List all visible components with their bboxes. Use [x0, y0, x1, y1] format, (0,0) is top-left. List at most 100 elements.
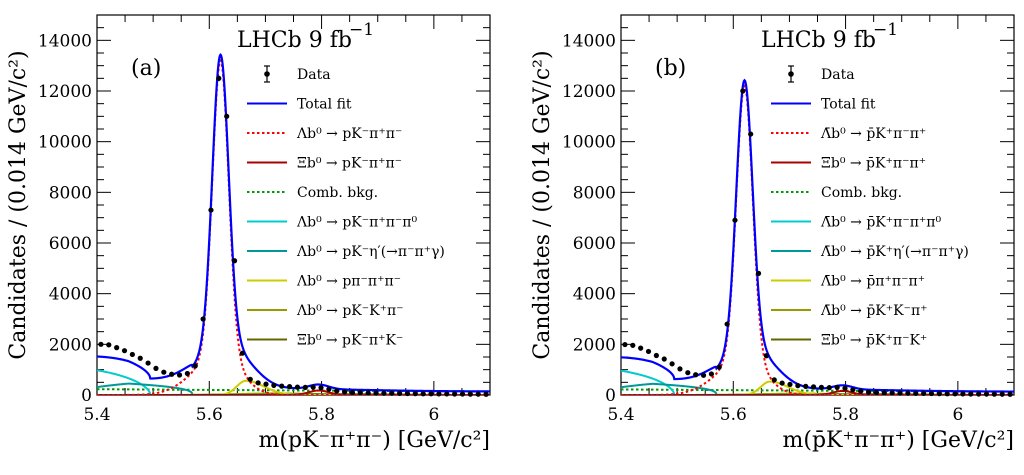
data-point — [192, 363, 198, 369]
data-point — [279, 383, 285, 389]
data-point — [224, 113, 230, 119]
x-tick-label: 5.8 — [832, 405, 859, 425]
data-point — [755, 270, 762, 276]
data-point — [153, 365, 159, 371]
legend-entry: Comb. bkg. — [771, 185, 902, 201]
data-point — [145, 360, 151, 366]
data-point — [976, 391, 982, 397]
legend-label: Ξb⁰ → pK⁻π⁺K⁻ — [297, 333, 403, 349]
data-point — [952, 391, 958, 397]
legend-label: Comb. bkg. — [821, 185, 902, 201]
legend-entry: Λ̄b⁰ → p̄K⁺η′(→π⁻π⁺γ) — [771, 244, 969, 260]
data-point — [842, 385, 848, 391]
data-point — [865, 389, 872, 395]
legend-entry: Λ̄b⁰ → p̄π⁺π⁻π⁺ — [771, 274, 925, 290]
x-tick-label: 5.6 — [196, 405, 223, 425]
data-point — [98, 341, 104, 347]
data-point — [638, 345, 644, 351]
x-tick-label: 5.8 — [308, 405, 335, 425]
data-point — [1007, 391, 1013, 397]
data-point — [161, 369, 167, 375]
panel-label: (b) — [655, 56, 686, 81]
data-point — [850, 387, 856, 393]
data-point — [459, 391, 466, 397]
data-point — [716, 364, 722, 370]
legend-entry: Total fit — [247, 97, 352, 113]
data-point — [184, 370, 190, 377]
legend-label: Total fit — [297, 97, 352, 113]
y-tick-label: 10000 — [562, 133, 616, 153]
legend-entry: Ξ̄b⁰ → p̄K⁺π⁻K⁺ — [771, 333, 927, 349]
data-point — [349, 389, 356, 396]
data-point — [255, 380, 261, 386]
data-point — [239, 350, 246, 356]
data-point — [200, 316, 206, 322]
data-point — [983, 391, 990, 397]
y-tick-label: 0 — [81, 386, 92, 406]
y-tick-label: 8000 — [49, 183, 92, 203]
y-tick-label: 10000 — [38, 133, 92, 153]
y-tick-label: 12000 — [562, 82, 616, 102]
data-point — [787, 381, 793, 387]
legend-label: Data — [297, 67, 331, 83]
experiment-label: LHCb 9 fb — [761, 28, 876, 53]
data-point — [645, 348, 652, 355]
data-point — [991, 391, 997, 397]
legend-entry: Λb⁰ → pπ⁻π⁺π⁻ — [247, 274, 401, 290]
y-tick-label: 14000 — [38, 31, 92, 51]
data-point — [944, 391, 950, 397]
legend-entry: Total fit — [771, 97, 876, 113]
data-point — [630, 342, 636, 348]
data-point — [653, 352, 659, 359]
x-tick-label: 6 — [428, 405, 439, 425]
fit-curve-comb — [97, 388, 490, 393]
legend-label: Ξ̄b⁰ → p̄K⁺π⁻K⁺ — [821, 333, 927, 349]
fit-curve-signal_lambda — [97, 58, 490, 395]
legend-label: Λ̄b⁰ → p̄K⁺η′(→π⁻π⁺γ) — [820, 244, 969, 260]
legend-label: Λb⁰ → pK⁻π⁺π⁻π⁰ — [296, 215, 418, 231]
legend-label: Λb⁰ → pK⁻π⁺π⁻ — [296, 126, 402, 142]
legend-label: Comb. bkg. — [297, 185, 378, 201]
data-point — [881, 390, 887, 396]
legend-entry: Ξb⁰ → pK⁻π⁺K⁻ — [247, 333, 403, 349]
x-axis-title: m(pK⁻π⁺π⁻) [GeV/c²] — [259, 428, 491, 453]
data-point — [661, 356, 667, 362]
data-point — [732, 217, 738, 223]
fit-curve-etap — [97, 382, 490, 395]
data-point — [889, 390, 895, 396]
experiment-label: LHCb 9 fb — [237, 28, 352, 53]
data-point — [216, 75, 222, 81]
data-point — [936, 391, 942, 397]
data-point — [247, 376, 253, 382]
fit-curve-comb — [621, 388, 1014, 393]
legend-entry: Data — [788, 65, 855, 83]
data-point — [913, 390, 919, 396]
data-points — [98, 75, 489, 397]
legend-label: Data — [821, 67, 855, 83]
data-point — [263, 381, 269, 387]
experiment-label-sup: −1 — [349, 20, 374, 40]
y-tick-label: 4000 — [49, 285, 92, 305]
legend-label: Λ̄b⁰ → p̄K⁺π⁻π⁺π⁰ — [820, 215, 942, 231]
data-point — [763, 353, 770, 359]
legend: Data Total fit Λb⁰ → pK⁻π⁺π⁻ Ξb⁰ → pK⁻π⁺π⁻ C… — [247, 65, 445, 349]
legend-label: Ξ̄b⁰ → p̄K⁺π⁻π⁺ — [821, 156, 926, 172]
data-point — [389, 390, 395, 396]
y-tick-label: 8000 — [573, 183, 616, 203]
legend-label: Total fit — [821, 97, 876, 113]
x-tick-label: 5.4 — [607, 405, 634, 425]
curves — [621, 78, 1014, 395]
legend-marker-point — [788, 71, 794, 77]
y-tick-label: 6000 — [49, 234, 92, 254]
y-tick-label: 0 — [605, 386, 616, 406]
legend-entry: Λb⁰ → pK⁻π⁺π⁻π⁰ — [247, 215, 418, 231]
data-point — [921, 390, 927, 397]
data-point — [685, 370, 691, 376]
legend-entry: Λ̄b⁰ → p̄K⁺K⁻π⁺ — [771, 303, 928, 319]
data-points — [622, 88, 1013, 397]
data-point — [999, 391, 1005, 397]
data-point — [404, 390, 411, 397]
data-point — [137, 355, 143, 361]
data-point — [231, 258, 238, 264]
